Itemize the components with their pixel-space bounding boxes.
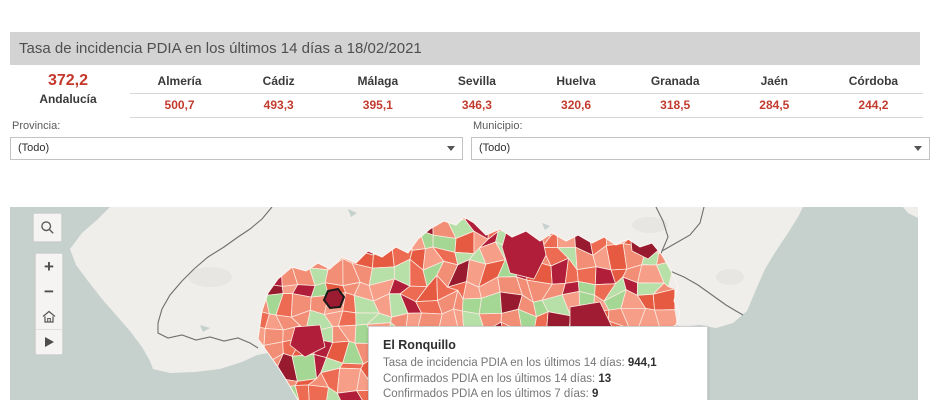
zoom-in-icon: + (44, 256, 54, 276)
municipality-cell[interactable] (336, 390, 365, 400)
chevron-down-icon (914, 146, 922, 151)
land-corner (903, 207, 918, 218)
tooltip-line-value: 13 (598, 372, 612, 385)
terrain-patch (632, 217, 668, 233)
tooltip-line-label: Confirmados PDIA en los últimos 14 días: (383, 372, 599, 385)
province-value: 395,1 (362, 98, 393, 112)
terrain-patch (716, 269, 744, 285)
province-header-row: Almería Cádiz Málaga Sevilla Huelva Gran… (130, 70, 923, 94)
region-name: Andalucía (39, 92, 97, 106)
home-button[interactable] (36, 304, 62, 329)
municipality-cell[interactable] (307, 384, 329, 400)
provincia-filter-label: Provincia: (12, 120, 61, 132)
chevron-down-icon (447, 146, 455, 151)
water-mark (542, 223, 550, 230)
zoom-out-button[interactable]: − (36, 279, 62, 304)
province-value: 320,6 (561, 98, 592, 112)
pan-button[interactable] (36, 329, 62, 354)
province-header: Córdoba (848, 74, 899, 88)
province-header: Almería (157, 74, 202, 88)
province-value: 500,7 (164, 98, 195, 112)
province-value: 493,3 (263, 98, 294, 112)
home-icon (42, 310, 56, 323)
tooltip-municipality-name: El Ronquillo (383, 338, 456, 352)
tooltip-line: Confirmados PDIA en los últimos 7 días: … (383, 387, 707, 400)
province-header: Granada (650, 74, 700, 88)
provincia-dropdown-value: (Todo) (18, 142, 50, 154)
tooltip-line: Tasa de incidencia PDIA en los últimos 1… (383, 356, 707, 372)
province-value: 244,2 (858, 98, 889, 112)
province-table: Almería Cádiz Málaga Sevilla Huelva Gran… (130, 70, 923, 118)
province-header: Málaga (357, 74, 399, 88)
municipality-cell[interactable] (294, 384, 311, 400)
tooltip-line-label: Tasa de incidencia PDIA en los últimos 1… (383, 357, 628, 369)
water-mark (200, 325, 210, 332)
tooltip-line-value: 9 (592, 388, 599, 400)
municipality-highlight-el-ronquillo[interactable] (322, 287, 346, 310)
province-header: Sevilla (457, 74, 496, 88)
province-value-row: 500,7 493,3 395,1 346,3 320,6 318,5 284,… (130, 94, 923, 118)
municipality-cell[interactable] (325, 386, 348, 400)
region-incidence-value: 372,2 (47, 72, 89, 89)
pan-right-icon (44, 337, 54, 347)
province-value: 346,3 (461, 98, 492, 112)
search-icon (41, 221, 54, 234)
map-search-button[interactable] (33, 213, 62, 242)
provincia-dropdown[interactable]: (Todo) (10, 137, 463, 160)
report-title: Tasa de incidencia PDIA en los últimos 1… (10, 32, 920, 65)
zoom-out-icon: − (44, 281, 54, 301)
map-tooltip: El Ronquillo Tasa de incidencia PDIA en … (368, 326, 708, 400)
tooltip-line-label: Confirmados PDIA en los últimos 7 días: (383, 388, 593, 400)
map-zoom-controls: + − (35, 253, 63, 355)
tooltip-line: Confirmados PDIA en los últimos 14 días:… (383, 372, 707, 388)
province-header: Huelva (556, 74, 596, 88)
zoom-in-button[interactable]: + (36, 254, 62, 279)
province-header: Jaén (760, 74, 788, 88)
terrain-patch (188, 267, 232, 287)
water-mark (348, 209, 357, 217)
province-header: Cádiz (262, 74, 295, 88)
municipio-dropdown-value: (Todo) (479, 142, 511, 154)
municipio-dropdown[interactable]: (Todo) (471, 137, 930, 160)
region-summary: 372,2 Andalucía (14, 71, 122, 108)
tooltip-line-value: 944,1 (627, 357, 657, 369)
border-portugal (157, 207, 273, 349)
province-value: 284,5 (759, 98, 790, 112)
province-value: 318,5 (660, 98, 691, 112)
municipio-filter-label: Municipio: (473, 120, 523, 132)
choropleth-map[interactable]: + − El Ronquillo Tasa de incidencia PDIA… (10, 207, 918, 400)
